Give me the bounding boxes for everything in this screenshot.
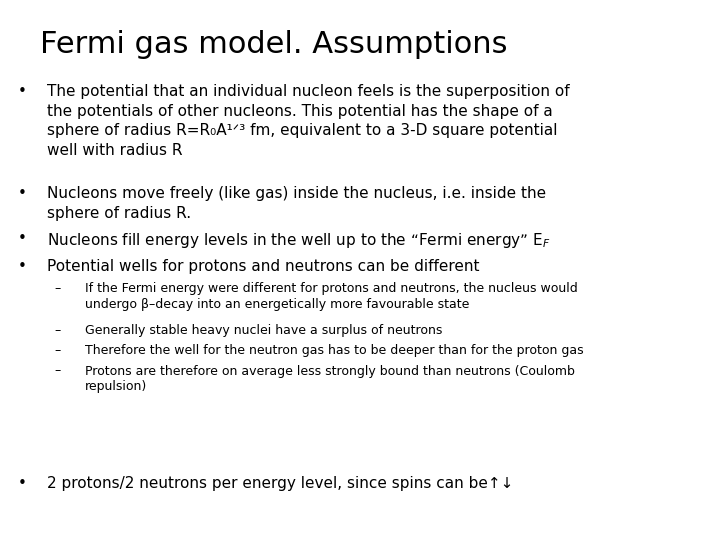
Text: sphere of radius R.: sphere of radius R. — [47, 206, 191, 221]
Text: the potentials of other nucleons. This potential has the shape of a: the potentials of other nucleons. This p… — [47, 104, 552, 119]
Text: The potential that an individual nucleon feels is the superposition of: The potential that an individual nucleon… — [47, 84, 570, 99]
Text: –: – — [54, 324, 60, 337]
Text: Nucleons move freely (like gas) inside the nucleus, i.e. inside the: Nucleons move freely (like gas) inside t… — [47, 186, 546, 201]
Text: Potential wells for protons and neutrons can be different: Potential wells for protons and neutrons… — [47, 259, 480, 274]
Text: Generally stable heavy nuclei have a surplus of neutrons: Generally stable heavy nuclei have a sur… — [85, 324, 442, 337]
Text: sphere of radius R=R₀A¹ᐟ³ fm, equivalent to a 3-D square potential: sphere of radius R=R₀A¹ᐟ³ fm, equivalent… — [47, 124, 557, 138]
Text: Fermi gas model. Assumptions: Fermi gas model. Assumptions — [40, 30, 507, 59]
Text: undergo β–decay into an energetically more favourable state: undergo β–decay into an energetically mo… — [85, 298, 469, 310]
Text: well with radius R: well with radius R — [47, 143, 182, 158]
Text: •: • — [18, 231, 27, 246]
Text: repulsion): repulsion) — [85, 380, 147, 393]
Text: –: – — [54, 344, 60, 357]
Text: If the Fermi energy were different for protons and neutrons, the nucleus would: If the Fermi energy were different for p… — [85, 282, 577, 295]
Text: Therefore the well for the neutron gas has to be deeper than for the proton gas: Therefore the well for the neutron gas h… — [85, 344, 584, 357]
Text: 2 protons/2 neutrons per energy level, since spins can be↑↓: 2 protons/2 neutrons per energy level, s… — [47, 476, 513, 491]
Text: •: • — [18, 186, 27, 201]
Text: Nucleons fill energy levels in the well up to the “Fermi energy” E$_F$: Nucleons fill energy levels in the well … — [47, 231, 550, 250]
Text: –: – — [54, 282, 60, 295]
Text: •: • — [18, 259, 27, 274]
Text: Protons are therefore on average less strongly bound than neutrons (Coulomb: Protons are therefore on average less st… — [85, 364, 575, 377]
Text: •: • — [18, 476, 27, 491]
Text: •: • — [18, 84, 27, 99]
Text: –: – — [54, 364, 60, 377]
